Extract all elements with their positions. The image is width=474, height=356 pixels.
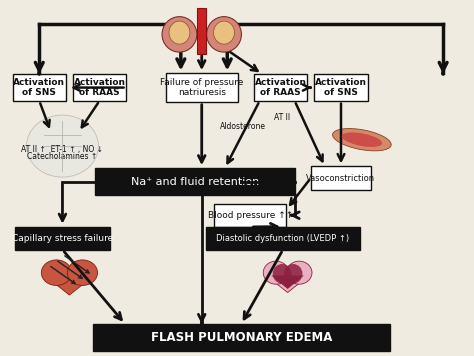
Text: Activation
of SNS: Activation of SNS — [315, 78, 367, 97]
Ellipse shape — [286, 261, 312, 284]
Ellipse shape — [207, 17, 241, 52]
Text: Capillary stress failure: Capillary stress failure — [12, 234, 113, 243]
Text: Aldosterone: Aldosterone — [220, 122, 266, 131]
Text: Catecholamines ↑: Catecholamines ↑ — [27, 152, 98, 161]
FancyBboxPatch shape — [73, 74, 126, 101]
Ellipse shape — [284, 264, 302, 283]
FancyBboxPatch shape — [15, 227, 110, 250]
Ellipse shape — [41, 260, 72, 286]
Ellipse shape — [273, 264, 292, 283]
Text: Diastolic dysfunction (LVEDP ↑): Diastolic dysfunction (LVEDP ↑) — [217, 234, 349, 243]
Text: Vasoconstriction: Vasoconstriction — [306, 173, 375, 183]
FancyBboxPatch shape — [311, 167, 371, 189]
Ellipse shape — [263, 261, 289, 284]
Text: Na⁺ and fluid retention: Na⁺ and fluid retention — [131, 177, 259, 187]
FancyBboxPatch shape — [254, 74, 307, 101]
Text: Activation
of RAAS: Activation of RAAS — [73, 78, 126, 97]
Text: AT II ↑  ET-1 ↑ , NO ↓: AT II ↑ ET-1 ↑ , NO ↓ — [21, 145, 103, 154]
Text: Blood pressure ↑↑: Blood pressure ↑↑ — [208, 211, 293, 220]
Text: FLASH PULMONARY EDEMA: FLASH PULMONARY EDEMA — [151, 331, 332, 344]
FancyBboxPatch shape — [197, 8, 206, 54]
Text: AT II: AT II — [273, 113, 290, 122]
Text: Activation
of RAAS: Activation of RAAS — [255, 78, 307, 97]
Polygon shape — [44, 275, 95, 295]
FancyBboxPatch shape — [12, 74, 66, 101]
FancyBboxPatch shape — [92, 324, 390, 351]
Text: Failure of pressure
natriuresis: Failure of pressure natriuresis — [160, 78, 244, 97]
Ellipse shape — [162, 17, 197, 52]
Ellipse shape — [27, 115, 99, 177]
Ellipse shape — [342, 132, 382, 147]
Polygon shape — [265, 275, 310, 293]
Ellipse shape — [169, 21, 190, 44]
FancyBboxPatch shape — [314, 74, 368, 101]
FancyBboxPatch shape — [206, 227, 360, 250]
FancyBboxPatch shape — [215, 204, 286, 227]
Ellipse shape — [333, 129, 391, 151]
Ellipse shape — [67, 260, 98, 286]
Text: Activation
of SNS: Activation of SNS — [13, 78, 65, 97]
Ellipse shape — [214, 21, 235, 44]
Polygon shape — [271, 276, 304, 289]
FancyBboxPatch shape — [166, 73, 237, 102]
FancyBboxPatch shape — [95, 168, 294, 195]
